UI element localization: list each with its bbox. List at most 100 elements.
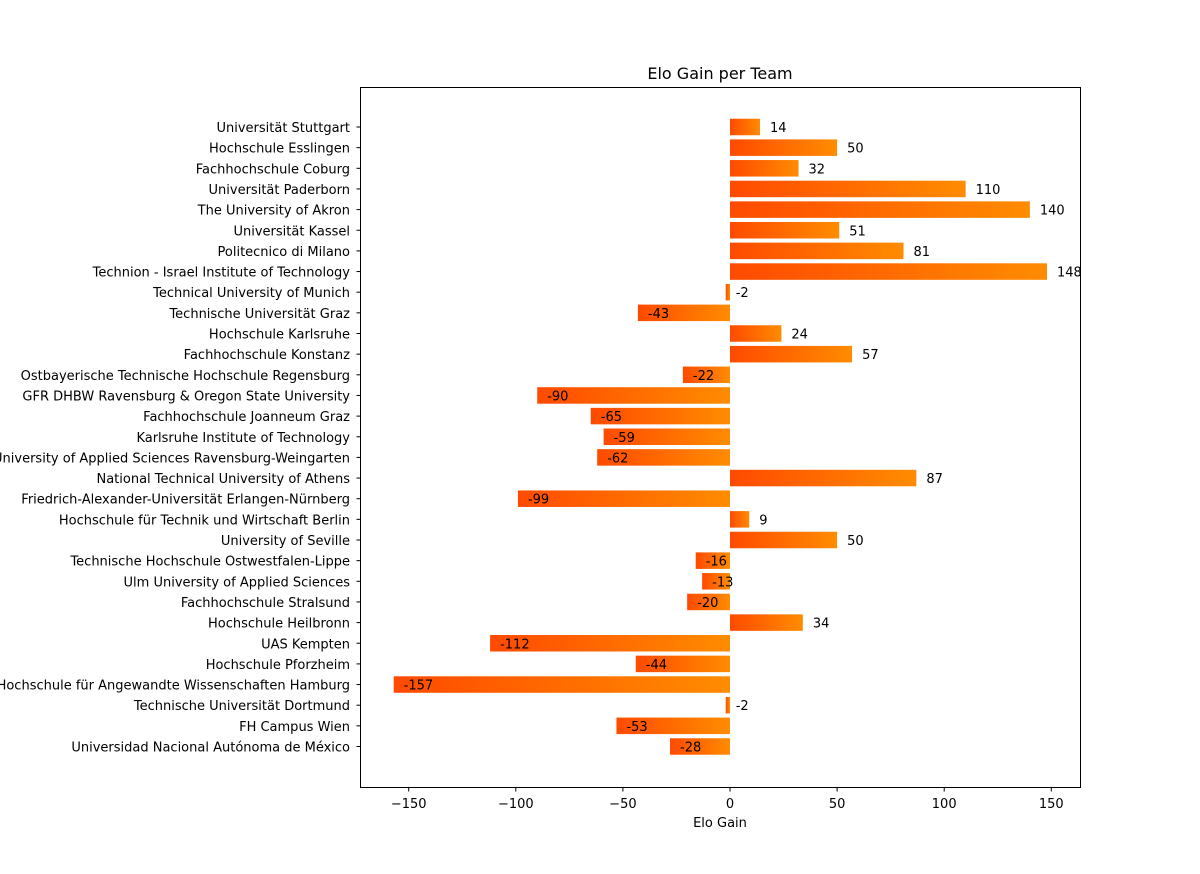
plot-frame [360,87,1081,788]
y-tick-label: University of Seville [221,534,350,549]
x-tick-label: −50 [609,797,636,812]
y-tick-label: FH Campus Wien [239,720,350,735]
value-label: 57 [862,348,879,363]
x-axis: −150 −100 −50 0 50 100 150 [391,787,1064,812]
bar [730,201,1030,218]
value-label: -13 [712,575,733,590]
value-label: -65 [601,410,622,425]
y-tick-label: Hochschule für Technik und Wirtschaft Be… [59,513,350,528]
y-tick-label: Technische Universität Graz [168,307,350,322]
value-label: -43 [648,307,669,322]
y-tick-label: Hochschule Heilbronn [208,617,350,632]
bar [730,222,840,239]
bar [730,511,750,528]
bar [682,366,730,384]
y-tick-label: Universidad Nacional Autónoma de México [71,741,350,756]
value-label: -99 [528,493,549,508]
y-tick-label: Technische Universität Dortmund [133,699,350,714]
x-tick-label: 150 [1039,797,1064,812]
y-tick-label: Fachhochschule Coburg [196,162,350,177]
y-tick-label: Hochschule Pforzheim [206,658,350,673]
value-label: -20 [697,596,718,611]
x-tick-label: 50 [829,797,846,812]
bar [603,428,730,445]
value-label: -59 [614,431,635,446]
y-tick-label: Technische Hochschule Ostwestfalen-Lippe [69,555,350,570]
x-tick-label: −100 [498,797,534,812]
x-axis-label: Elo Gain [693,816,747,831]
value-label: 14 [770,121,787,136]
value-label: -157 [404,679,434,694]
y-tick-label: National Technical University of Athens [96,472,350,487]
value-label: -28 [680,741,701,756]
chart-title: Elo Gain per Team [647,64,792,83]
y-tick-label: Ulm University of Applied Sciences [124,575,351,590]
value-label: 81 [914,245,931,260]
value-label: 34 [813,617,830,632]
y-tick-label: Fachhochschule Konstanz [184,348,351,363]
y-tick-label: Technion - Israel Institute of Technolog… [92,266,351,281]
value-label: 50 [847,142,864,157]
value-label: 9 [759,513,767,528]
x-tick-label: 100 [932,797,957,812]
value-label: -53 [626,720,647,735]
x-tick-label: 0 [726,797,734,812]
bar [537,387,730,404]
value-label: 50 [847,534,864,549]
value-label: 87 [926,472,943,487]
bar [730,531,838,549]
bar [730,139,838,156]
y-tick-label: Hochschule Esslingen [209,142,350,157]
value-label: -2 [736,286,749,301]
bar [730,263,1048,280]
value-label: 51 [849,224,866,239]
bar [490,635,730,652]
bar [730,180,966,198]
y-tick-label: Fachhochschule Stralsund [181,596,350,611]
bar [687,593,730,611]
value-label: 32 [809,162,826,177]
bar [670,738,730,755]
y-tick-label: Ostbayerische Technische Hochschule Rege… [21,369,350,384]
y-tick-label: University of Applied Sciences Ravensbur… [0,451,350,466]
value-label: -62 [607,451,628,466]
bar [616,717,730,735]
value-label: -2 [736,699,749,714]
y-tick-label: Karlsruhe Institute of Technology [136,431,350,446]
value-label: 140 [1040,204,1065,219]
y-tick-label: Hochschule Karlsruhe [209,328,350,343]
y-tick-label: UAS Kempten [261,637,350,652]
value-label: 148 [1057,266,1082,281]
value-label: 110 [976,183,1001,198]
bar [393,676,730,693]
bar [730,118,760,136]
bar [702,573,730,590]
y-tick-label: The University of Akron [197,204,350,219]
bars-layer [393,118,1048,755]
bar [730,242,904,260]
y-tick-label: Politecnico di Milano [218,245,351,260]
value-label: 24 [791,328,808,343]
bar [730,469,917,487]
value-label: -22 [693,369,714,384]
value-label: -16 [706,555,727,570]
y-tick-label: Universität Kassel [234,224,351,239]
y-tick-label: Fachhochschule Joanneum Graz [143,410,350,425]
value-label: -44 [646,658,667,673]
value-label: -90 [547,389,568,404]
bar [635,655,730,673]
bar [730,345,853,363]
bar [730,614,803,631]
y-tick-label: Friedrich-Alexander-Universität Erlangen… [21,493,350,508]
bar [590,407,730,425]
y-tick-label: Hochschule für Angewandte Wissenschaften… [0,679,350,694]
y-tick-label: Universität Paderborn [209,183,350,198]
y-tick-label: Technical University of Munich [152,286,350,301]
y-tick-label: GFR DHBW Ravensburg & Oregon State Unive… [22,389,350,404]
value-label: -112 [500,637,530,652]
bar [597,449,730,466]
x-tick-label: −150 [391,797,427,812]
bar [695,552,730,569]
y-axis: Universität Stuttgart Hochschule Esslinge… [0,121,361,756]
